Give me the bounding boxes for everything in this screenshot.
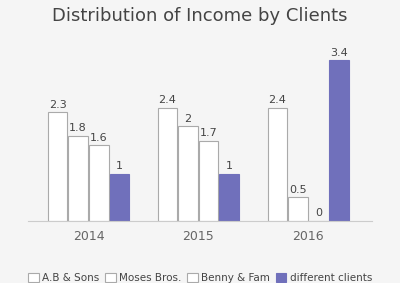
Bar xyxy=(68,136,88,221)
Text: 2.3: 2.3 xyxy=(49,100,66,110)
Text: 1: 1 xyxy=(116,161,123,171)
Text: 2.4: 2.4 xyxy=(158,95,176,105)
Bar xyxy=(178,127,198,221)
Bar xyxy=(110,173,129,221)
Text: 2.4: 2.4 xyxy=(268,95,286,105)
Text: 1.7: 1.7 xyxy=(200,128,218,138)
Text: 3.4: 3.4 xyxy=(330,48,348,58)
Title: Distribution of Income by Clients: Distribution of Income by Clients xyxy=(52,7,348,25)
Text: 1: 1 xyxy=(226,161,233,171)
Bar xyxy=(89,145,108,221)
Bar xyxy=(220,173,239,221)
Text: 0.5: 0.5 xyxy=(289,185,307,195)
Bar xyxy=(199,141,218,221)
Text: 0: 0 xyxy=(315,208,322,218)
Text: 2: 2 xyxy=(184,114,192,124)
Bar xyxy=(329,60,349,221)
Text: 1.6: 1.6 xyxy=(90,133,108,143)
Text: 1.8: 1.8 xyxy=(69,123,87,134)
Bar xyxy=(158,108,177,221)
Bar xyxy=(268,108,287,221)
Bar xyxy=(48,112,67,221)
Bar xyxy=(288,197,308,221)
Legend: A.B & Sons, Moses Bros., Benny & Fam, different clients: A.B & Sons, Moses Bros., Benny & Fam, di… xyxy=(24,269,376,283)
